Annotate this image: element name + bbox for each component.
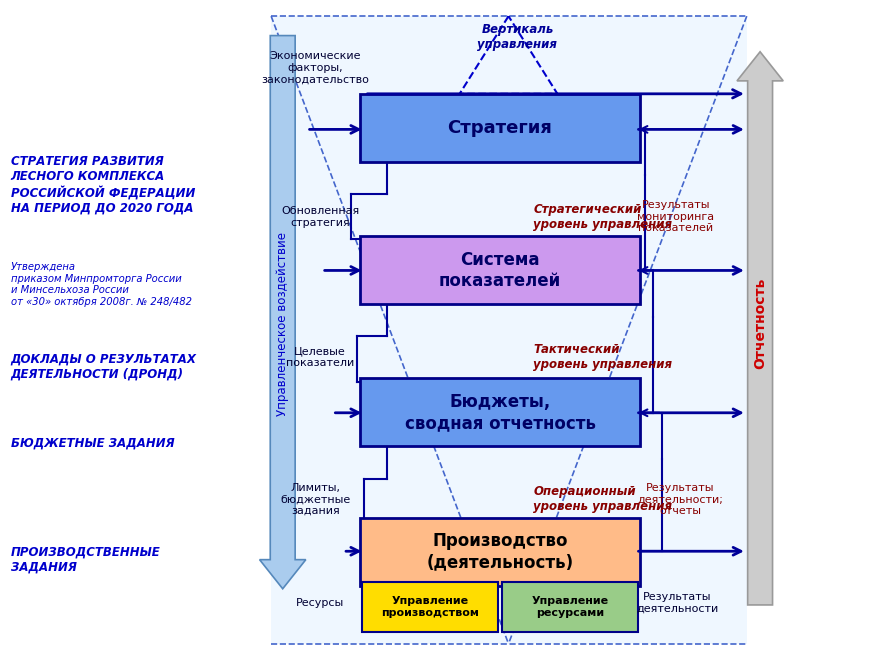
Text: Бюджеты,
сводная отчетность: Бюджеты, сводная отчетность (404, 393, 596, 432)
Text: ПРОИЗВОДСТВЕННЫЕ
ЗАДАНИЯ: ПРОИЗВОДСТВЕННЫЕ ЗАДАНИЯ (11, 545, 160, 574)
Text: СТРАТЕГИЯ РАЗВИТИЯ
ЛЕСНОГО КОМПЛЕКСА
РОССИЙСКОЙ ФЕДЕРАЦИИ
НА ПЕРИОД ДО 2020 ГОДА: СТРАТЕГИЯ РАЗВИТИЯ ЛЕСНОГО КОМПЛЕКСА РОС… (11, 155, 195, 214)
FancyBboxPatch shape (360, 94, 640, 162)
Text: БЮДЖЕТНЫЕ ЗАДАНИЯ: БЮДЖЕТНЫЕ ЗАДАНИЯ (11, 437, 174, 450)
Text: Обновленная
стратегия: Обновленная стратегия (281, 206, 359, 228)
Polygon shape (271, 16, 747, 644)
Text: Целевые
показатели: Целевые показатели (286, 346, 354, 368)
Text: ДОКЛАДЫ О РЕЗУЛЬТАТАХ
ДЕЯТЕЛЬНОСТИ (ДРОНД): ДОКЛАДЫ О РЕЗУЛЬТАТАХ ДЕЯТЕЛЬНОСТИ (ДРОН… (11, 353, 196, 380)
FancyArrow shape (260, 36, 306, 589)
Text: Результаты
деятельности;
отчеты: Результаты деятельности; отчеты (637, 483, 723, 516)
Text: Утверждена
приказом Минпромторга России
и Минсельхоза России
от «30» октября 200: Утверждена приказом Минпромторга России … (11, 262, 192, 307)
Text: Операционный
уровень управления: Операционный уровень управления (533, 485, 672, 514)
Text: Вертикаль
управления: Вертикаль управления (477, 23, 557, 50)
Text: Стратегия: Стратегия (448, 119, 552, 137)
FancyBboxPatch shape (362, 582, 498, 632)
Text: Ресурсы: Ресурсы (296, 598, 344, 608)
FancyBboxPatch shape (360, 236, 640, 304)
FancyArrow shape (737, 52, 783, 605)
Text: Стратегический
уровень управления: Стратегический уровень управления (533, 203, 672, 231)
Text: Экономические
факторы,
законодательство: Экономические факторы, законодательство (261, 51, 370, 85)
Text: Производство
(деятельность): Производство (деятельность) (427, 532, 573, 571)
Text: Управленческое воздействие: Управленческое воздействие (276, 232, 289, 415)
FancyBboxPatch shape (502, 582, 638, 632)
Text: Отчетность: Отчетность (753, 278, 767, 369)
Text: Результаты
деятельности: Результаты деятельности (637, 592, 718, 614)
Text: Лимиты,
бюджетные
задания: Лимиты, бюджетные задания (280, 483, 351, 516)
Text: Управление
производством: Управление производством (380, 596, 479, 618)
Text: Управление
ресурсами: Управление ресурсами (532, 596, 609, 618)
Text: Система
показателей: Система показателей (439, 251, 561, 289)
Text: Результаты
мониторинга
показателей: Результаты мониторинга показателей (637, 200, 714, 234)
FancyBboxPatch shape (360, 378, 640, 446)
Text: Тактический
уровень управления: Тактический уровень управления (533, 343, 672, 371)
FancyBboxPatch shape (360, 518, 640, 586)
